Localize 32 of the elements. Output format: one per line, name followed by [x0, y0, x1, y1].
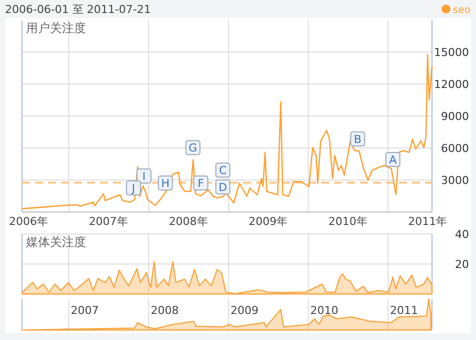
y-tick-label: 3000 — [441, 174, 469, 187]
x-tick-label: 2006年 — [9, 215, 48, 228]
annotation: J — [130, 182, 136, 195]
annotation: B — [354, 132, 362, 146]
x-tick-label: 2008 — [150, 304, 179, 317]
x-tick-label: 2007年 — [88, 215, 128, 228]
legend-label: seo — [453, 5, 470, 16]
annotation: C — [219, 164, 228, 178]
y-tick-label: 6000 — [441, 142, 469, 155]
text: 2006-06-01 至 2011-07-21 — [5, 3, 151, 16]
y-tick-label: 12000 — [434, 78, 469, 91]
annotation: A — [389, 154, 398, 167]
annotation: H — [161, 176, 170, 190]
x-tick-label: 2009年 — [248, 215, 288, 228]
y-tick-label: 20 — [455, 258, 469, 271]
x-tick-label: 2010 — [310, 304, 338, 317]
annotation: D — [218, 180, 228, 194]
x-tick-label: 2008年 — [168, 215, 208, 228]
y-tick-label: 40 — [455, 228, 469, 241]
y-tick-label: 15000 — [434, 46, 469, 59]
x-tick-label: 2007 — [70, 304, 99, 317]
chart-title: 媒体关注度 — [26, 235, 86, 249]
y-tick-label: 9000 — [441, 110, 469, 123]
annotation: G — [188, 142, 198, 155]
annotation: I — [142, 170, 146, 184]
line-series — [21, 54, 433, 210]
annotation: F — [198, 176, 204, 190]
x-tick-label: 2011年 — [408, 215, 448, 228]
chart-title: 用户关注度 — [26, 21, 86, 35]
x-tick-label: 2009 — [230, 304, 258, 317]
x-tick-label: 2011 — [390, 304, 418, 317]
x-tick-label: 2010年 — [328, 215, 368, 228]
